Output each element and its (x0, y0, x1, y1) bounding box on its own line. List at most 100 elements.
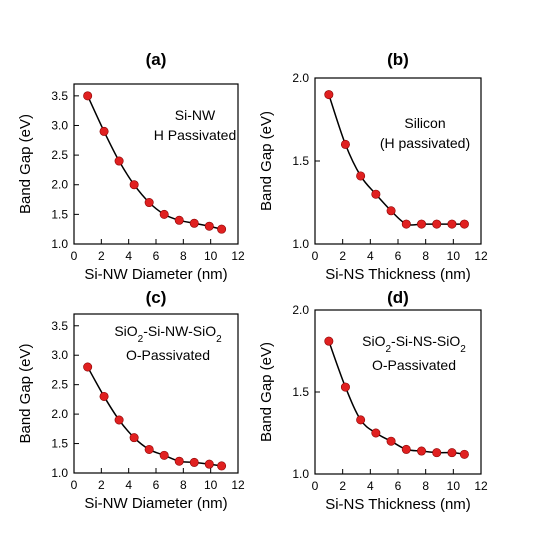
annotation-text: SiO2-Si-NW-SiO2 (114, 323, 222, 345)
chart-panel-a: 0 2 4 6 8 10 12 1.0 1.5 2.0 2.5 3.0 3.5 Si-NW Diamete… (17, 50, 245, 283)
x-tick-label: 6 (153, 478, 160, 492)
y-tick-label: 3.5 (51, 89, 68, 103)
x-tick-label: 4 (367, 249, 374, 263)
x-tick-label: 2 (98, 478, 105, 492)
y-tick-label: 2.0 (51, 407, 68, 421)
x-tick-label: 10 (204, 478, 218, 492)
annotation-text: Silicon (404, 115, 445, 131)
data-point (99, 126, 109, 136)
x-axis-label: Si-NS Thickness (nm) (325, 496, 471, 513)
data-point (114, 156, 124, 166)
x-tick-label: 12 (231, 478, 245, 492)
y-axis-label: Band Gap (eV) (17, 114, 34, 214)
data-point (189, 457, 199, 467)
annotation-text: (H passivated) (380, 135, 470, 151)
data-point (417, 446, 427, 456)
panel-label: (a) (146, 50, 167, 69)
data-point (356, 171, 366, 181)
x-tick-label: 6 (153, 249, 160, 263)
y-tick-label: 1.0 (51, 466, 68, 480)
x-tick-label: 2 (339, 249, 346, 263)
x-tick-label: 10 (204, 249, 218, 263)
x-tick-label: 4 (367, 479, 374, 493)
data-point (356, 415, 366, 425)
data-point (174, 215, 184, 225)
y-tick-label: 1.5 (292, 154, 309, 168)
data-point (144, 444, 154, 454)
x-tick-label: 0 (312, 249, 319, 263)
x-tick-label: 10 (447, 249, 461, 263)
data-point (204, 221, 214, 231)
y-tick-label: 2.0 (51, 178, 68, 192)
data-point (447, 219, 457, 229)
annotation-text: O-Passivated (372, 357, 456, 373)
chart-panel-d: 0 2 4 6 8 10 12 1.0 1.5 2.0 Si-NS Thickness (nm) Ba… (258, 288, 488, 513)
data-point (217, 224, 227, 234)
y-axis-label: Band Gap (eV) (17, 343, 34, 443)
panel-label: (c) (146, 288, 167, 307)
x-axis-label: Si-NW Diameter (nm) (84, 266, 227, 283)
y-tick-label: 2.5 (51, 148, 68, 162)
x-tick-label: 12 (231, 249, 245, 263)
x-tick-label: 8 (180, 249, 187, 263)
plot-frame (314, 77, 482, 245)
y-tick-label: 1.0 (292, 237, 309, 251)
data-point (417, 219, 427, 229)
x-tick-label: 6 (395, 479, 402, 493)
annotation-text: Si-NW (175, 107, 216, 123)
y-tick-label: 3.0 (51, 118, 68, 132)
x-tick-label: 0 (71, 249, 78, 263)
data-point (204, 459, 214, 469)
x-tick-label: 0 (71, 478, 78, 492)
y-axis-label: Band Gap (eV) (258, 342, 275, 442)
data-point (99, 391, 109, 401)
x-tick-label: 4 (125, 249, 132, 263)
y-tick-label: 1.0 (292, 467, 309, 481)
data-point (386, 206, 396, 216)
data-point (159, 209, 169, 219)
data-point (447, 448, 457, 458)
y-tick-label: 3.5 (51, 319, 68, 333)
fit-curve (328, 94, 465, 226)
fit-curve (328, 340, 465, 456)
x-tick-label: 10 (447, 479, 461, 493)
x-tick-label: 2 (98, 249, 105, 263)
data-point (129, 433, 139, 443)
x-tick-label: 8 (422, 479, 429, 493)
y-tick-label: 1.5 (51, 207, 68, 221)
y-axis-label: Band Gap (eV) (258, 111, 275, 211)
annotation-text: H Passivated (154, 127, 236, 143)
x-tick-label: 12 (474, 479, 488, 493)
data-point (324, 90, 334, 100)
data-point (189, 218, 199, 228)
data-point (432, 219, 442, 229)
y-tick-label: 1.0 (51, 237, 68, 251)
x-axis-label: Si-NW Diameter (nm) (84, 495, 227, 512)
data-point (432, 448, 442, 458)
annotation-text: O-Passivated (126, 347, 210, 363)
data-point (340, 382, 350, 392)
data-point (83, 91, 93, 101)
data-point (159, 450, 169, 460)
chart-panel-b: 0 2 4 6 8 10 12 1.0 1.5 2.0 Si-NS Thickness (nm) Ba… (258, 50, 488, 283)
y-tick-label: 1.5 (292, 385, 309, 399)
data-point (340, 139, 350, 149)
data-point (174, 456, 184, 466)
data-point (459, 449, 469, 459)
panel-label: (b) (387, 50, 409, 69)
panel-label: (d) (387, 288, 409, 307)
data-point (324, 336, 334, 346)
annotation-text: SiO2-Si-NS-SiO2 (362, 333, 466, 355)
chart-panel-c: 0 2 4 6 8 10 12 1.0 1.5 2.0 2.5 3.0 3.5 Si-NW Diamete… (17, 288, 245, 512)
x-tick-label: 0 (312, 479, 319, 493)
fit-curve (86, 95, 222, 230)
data-point (371, 428, 381, 438)
x-tick-label: 8 (422, 249, 429, 263)
x-tick-label: 8 (180, 478, 187, 492)
y-tick-label: 2.0 (292, 303, 309, 317)
y-tick-label: 3.0 (51, 348, 68, 362)
x-tick-label: 6 (395, 249, 402, 263)
y-tick-label: 2.5 (51, 378, 68, 392)
data-point (386, 436, 396, 446)
data-point (217, 461, 227, 471)
